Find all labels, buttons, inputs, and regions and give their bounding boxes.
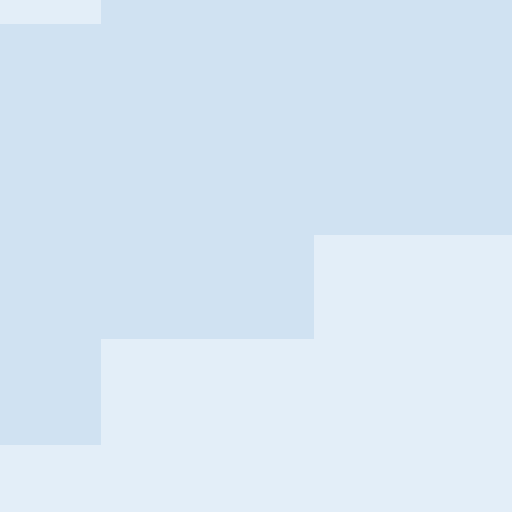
upper-band (101, 0, 512, 24)
center-block (0, 235, 314, 339)
mid-block (0, 24, 512, 235)
left-column (0, 339, 101, 445)
top-left-strip (0, 0, 101, 24)
